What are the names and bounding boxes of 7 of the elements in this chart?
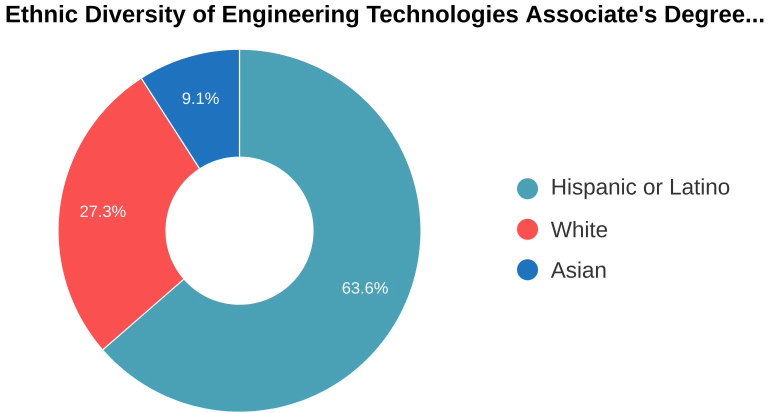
data-label: 9.1% <box>182 92 219 104</box>
data-label: 27.3% <box>80 206 126 218</box>
legend-label: Asian <box>550 262 606 278</box>
legend-label: Hispanic or Latino <box>552 178 730 200</box>
chart-title: Ethnic Diversity of Engineering Technologies Associate's Degree... <box>6 5 764 28</box>
legend-label: White <box>550 221 608 238</box>
data-label: 63.6% <box>342 282 388 294</box>
